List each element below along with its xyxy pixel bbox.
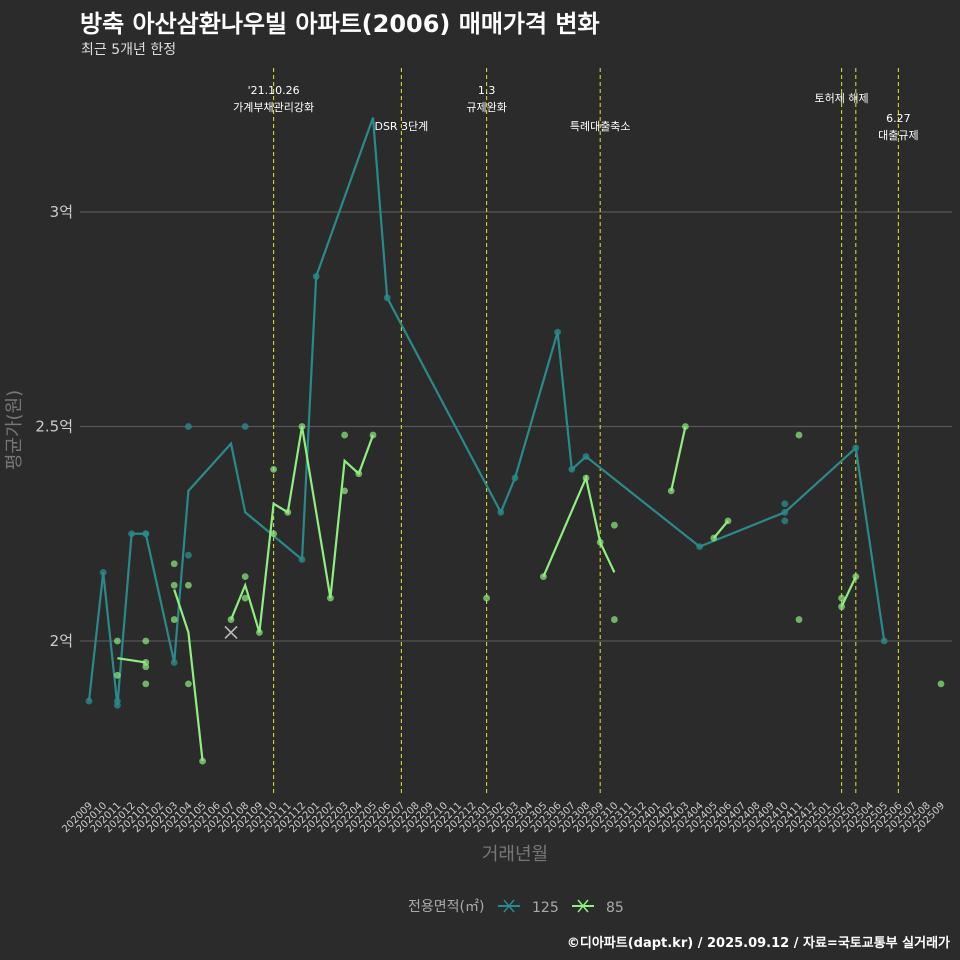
series-125-point	[554, 328, 561, 336]
x-mark-icon	[224, 625, 238, 639]
series-125-point	[781, 500, 789, 508]
series-85-point	[795, 616, 803, 623]
series-125-point	[511, 474, 519, 482]
series-85-point	[199, 757, 207, 765]
series-85-point	[114, 671, 121, 679]
legend-key-icon	[577, 899, 589, 913]
series-125-point	[781, 508, 789, 516]
source-caption: ©디아파트(dapt.kr) / 2025.09.12 / 자료=국토교통부 실…	[566, 936, 950, 951]
series-85-point	[341, 487, 348, 495]
series-85-point	[611, 616, 618, 623]
policy-annotation: 가계부채관리강화	[233, 101, 314, 114]
series-85-point	[298, 423, 306, 430]
series-85-point	[795, 431, 803, 439]
policy-annotation: 규제완화	[466, 101, 506, 114]
series-85-point	[114, 637, 121, 645]
legend-label: 85	[606, 900, 624, 916]
series-85-point	[710, 534, 718, 542]
series-85-point	[142, 663, 150, 671]
series-85-point	[838, 603, 845, 611]
series-85-point	[369, 431, 377, 439]
series-85-point	[170, 560, 178, 568]
series-125-point	[880, 637, 888, 645]
series-85-point	[341, 431, 348, 439]
series-85-point	[256, 629, 263, 636]
legend-title: 전용면적(㎡)	[408, 899, 484, 915]
series-85-line	[712, 520, 729, 539]
chart-subtitle: 최근 5개년 한정	[81, 42, 177, 58]
series-85-point	[270, 466, 277, 473]
series-125-point	[185, 423, 192, 430]
series-125-point	[170, 659, 178, 666]
x-axis-title: 거래년월	[482, 844, 548, 865]
policy-annotation: 1.3	[478, 84, 496, 97]
series-125-point	[298, 556, 306, 563]
series-85-point	[582, 474, 590, 482]
series-125-point	[128, 530, 136, 538]
policy-annotation: 대출규제	[878, 129, 918, 142]
series-85-point	[170, 581, 178, 589]
series-85-point	[241, 594, 249, 602]
series-85-point	[596, 538, 604, 546]
series-85-point	[185, 680, 192, 688]
policy-annotation: 토허제 해제	[815, 91, 869, 105]
legend-label: 125	[532, 900, 559, 916]
series-85-point	[355, 470, 363, 478]
series-85-point	[241, 573, 249, 581]
series-125-point	[568, 466, 576, 473]
y-tick-label: 2억	[50, 632, 73, 650]
series-85-line	[542, 474, 616, 578]
series-125-point	[241, 423, 249, 430]
series-85-line	[670, 426, 687, 492]
series-85-point	[284, 508, 292, 516]
series-85-point	[327, 594, 334, 602]
series-125-point	[114, 701, 121, 709]
series-125-point	[142, 530, 150, 538]
series-85-point	[185, 581, 192, 589]
series-85-line	[229, 426, 375, 633]
series-85-point	[540, 573, 547, 581]
series-85-point	[270, 530, 277, 538]
series-85-point	[724, 517, 732, 525]
series-85-point	[667, 487, 675, 495]
series-85-point	[142, 637, 150, 645]
series-125-point	[497, 508, 505, 516]
series-85-point	[170, 616, 178, 623]
policy-annotation: 특례대출축소	[570, 120, 631, 133]
series-85-point	[611, 521, 618, 529]
policy-annotation: DSR 3단계	[374, 120, 428, 133]
y-axis-title: 평균가(원)	[4, 390, 25, 470]
series-125-point	[696, 543, 703, 551]
series-85-line	[117, 657, 146, 664]
series-85-line	[173, 589, 204, 762]
series-85-point	[142, 680, 150, 688]
series-125-point	[852, 444, 860, 452]
series-85-point	[852, 573, 860, 581]
series-125-line	[87, 117, 886, 706]
series-125-point	[781, 517, 789, 525]
policy-annotation: 6.27	[886, 112, 911, 125]
series-125-point	[312, 272, 320, 280]
policy-annotation: '21.10.26	[248, 84, 300, 97]
series-125-point	[582, 453, 590, 460]
series-125-point	[85, 697, 93, 705]
series-125-point	[185, 551, 192, 559]
y-tick-label: 2.5억	[35, 418, 73, 436]
series-85-point	[838, 594, 845, 602]
series-125-point	[99, 568, 107, 576]
series-125-point	[383, 294, 391, 302]
series-85-point	[483, 594, 490, 602]
legend-key-icon	[503, 899, 515, 913]
series-85-point	[227, 616, 235, 623]
series-85-point	[682, 423, 689, 430]
chart-title: 방축 아산삼환나우빌 아파트(2006) 매매가격 변화	[80, 10, 600, 38]
y-tick-label: 3억	[50, 203, 73, 221]
series-85-point	[937, 680, 945, 688]
series-85-line	[840, 576, 857, 608]
